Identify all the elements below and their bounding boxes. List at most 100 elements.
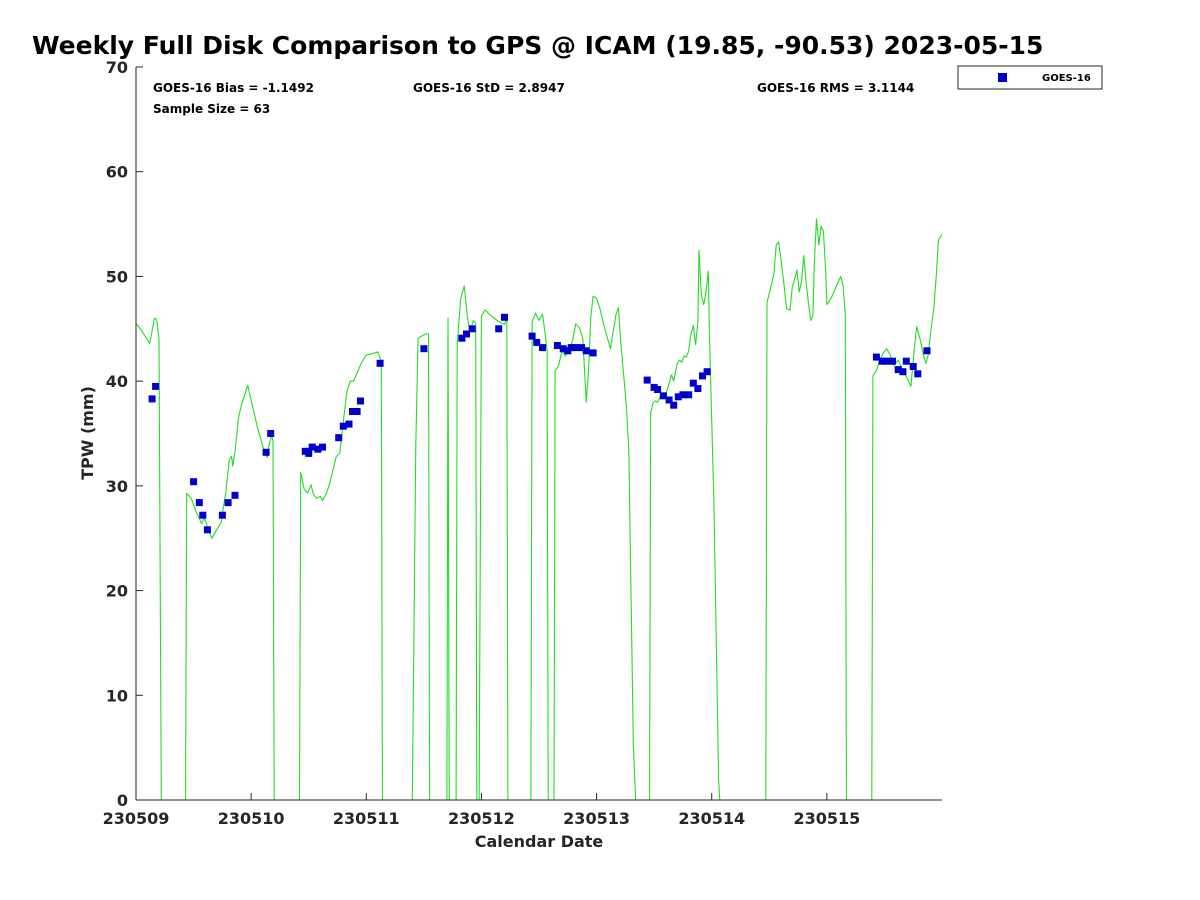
goes-16-point — [345, 420, 353, 428]
goes-16-point — [559, 345, 567, 353]
goes-16-point — [190, 478, 198, 486]
goes-16-point — [694, 385, 702, 392]
goes-16-point — [463, 330, 470, 338]
gps-line-segment — [765, 218, 847, 801]
axes — [135, 67, 942, 801]
y-tick-label: 60 — [106, 163, 128, 182]
goes-16-point — [308, 443, 316, 451]
goes-16-point — [872, 353, 880, 361]
goes-16-point — [899, 368, 907, 376]
goes-16-point — [567, 344, 575, 352]
y-axis-label: TPW (mm) — [78, 386, 97, 480]
gps-line-segment — [446, 317, 450, 801]
goes-16-point — [894, 366, 902, 374]
goes-16-point — [878, 357, 886, 365]
goes-16-point — [643, 376, 651, 384]
x-tick-label: 230515 — [793, 809, 860, 828]
gps-line-segment — [298, 351, 383, 801]
x-tick-label: 230514 — [678, 809, 745, 828]
goes-16-point — [902, 357, 910, 365]
goes-16-point — [148, 395, 156, 403]
goes-16-point — [357, 397, 364, 405]
stats-annotations: GOES-16 Bias = -1.1492 GOES-16 StD = 2.8… — [153, 81, 914, 116]
goes-16-point — [685, 391, 693, 399]
y-tick-label: 50 — [106, 267, 128, 286]
stat-std: GOES-16 StD = 2.8947 — [413, 81, 565, 95]
goes-16-point — [883, 357, 891, 365]
goes-16-point — [195, 499, 203, 507]
gps-line-segment — [411, 333, 431, 801]
gps-line-segment — [184, 384, 275, 801]
goes-16-point — [262, 448, 270, 456]
goes-16-point — [349, 408, 356, 415]
goes-16-point — [468, 325, 476, 333]
goes-16-point — [458, 334, 466, 342]
goes-16-point — [909, 363, 917, 370]
goes-16-point — [533, 338, 541, 346]
gps-line-segment — [455, 285, 478, 801]
goes-16-point — [528, 332, 536, 340]
goes-16-point — [152, 382, 160, 390]
goes-16-point — [665, 396, 673, 404]
plot-area — [136, 67, 942, 800]
chart-title: Weekly Full Disk Comparison to GPS @ ICA… — [32, 31, 1043, 60]
goes-16-point — [582, 347, 590, 355]
goes-16-point — [654, 386, 662, 393]
y-tick-label: 10 — [106, 686, 128, 705]
goes-16-point — [231, 491, 239, 499]
y-ticks: 0 10 20 30 40 50 60 70 — [106, 58, 143, 810]
y-tick-label: 70 — [106, 58, 128, 77]
goes-16-point — [659, 392, 667, 400]
goes-16-point — [267, 430, 275, 437]
goes-16-point — [923, 347, 931, 355]
x-tick-label: 230510 — [218, 809, 285, 828]
goes-16-point — [578, 344, 586, 352]
goes-16-point — [305, 449, 313, 457]
goes-16-point — [218, 511, 226, 519]
x-tick-label: 230512 — [448, 809, 515, 828]
goes-16-point — [495, 325, 503, 333]
goes-16-point — [224, 499, 232, 507]
x-axis-label: Calendar Date — [475, 832, 604, 851]
legend-box — [957, 65, 1103, 90]
goes-16-point — [314, 445, 322, 453]
goes-16-point — [353, 408, 361, 415]
goes-16-point — [319, 443, 326, 451]
gps-line-segment — [530, 312, 549, 801]
goes-16-point — [703, 368, 711, 376]
goes-16-point — [376, 359, 384, 367]
goes-16-point — [539, 344, 546, 352]
x-tick-label: 230509 — [103, 809, 170, 828]
goes-16-point — [589, 349, 597, 357]
legend: GOES-16 — [957, 65, 1103, 90]
goes-16-point — [670, 401, 678, 409]
x-tick-label: 230511 — [333, 809, 400, 828]
goes-16-point — [679, 391, 687, 399]
goes-16-point — [914, 370, 922, 378]
stat-rms: GOES-16 RMS = 3.1144 — [757, 81, 914, 95]
goes-16-point — [572, 344, 580, 352]
goes-16-point — [203, 526, 211, 534]
legend-marker-goes-16 — [998, 73, 1007, 82]
y-tick-label: 40 — [106, 372, 128, 391]
goes-16-point — [553, 342, 561, 349]
y-tick-label: 0 — [117, 791, 128, 810]
x-tick-label: 230513 — [563, 809, 630, 828]
x-ticks: 230509 230510 230511 230512 230513 230514 2305… — [103, 793, 860, 828]
goes-16-point — [501, 313, 508, 321]
goes-16-point — [674, 393, 682, 401]
goes-16-point — [699, 372, 706, 380]
goes-16-point — [420, 345, 428, 353]
goes-16-series — [148, 313, 931, 534]
gps-series — [135, 218, 943, 801]
gps-line-segment — [135, 317, 162, 801]
goes-16-point — [689, 379, 697, 387]
y-tick-label: 30 — [106, 477, 128, 496]
goes-16-point — [199, 511, 207, 519]
stat-bias: GOES-16 Bias = -1.1492 — [153, 81, 314, 95]
y-tick-label: 20 — [106, 582, 128, 601]
goes-16-point — [335, 434, 343, 442]
goes-16-point — [889, 357, 896, 365]
stat-sample-size: Sample Size = 63 — [153, 102, 270, 116]
